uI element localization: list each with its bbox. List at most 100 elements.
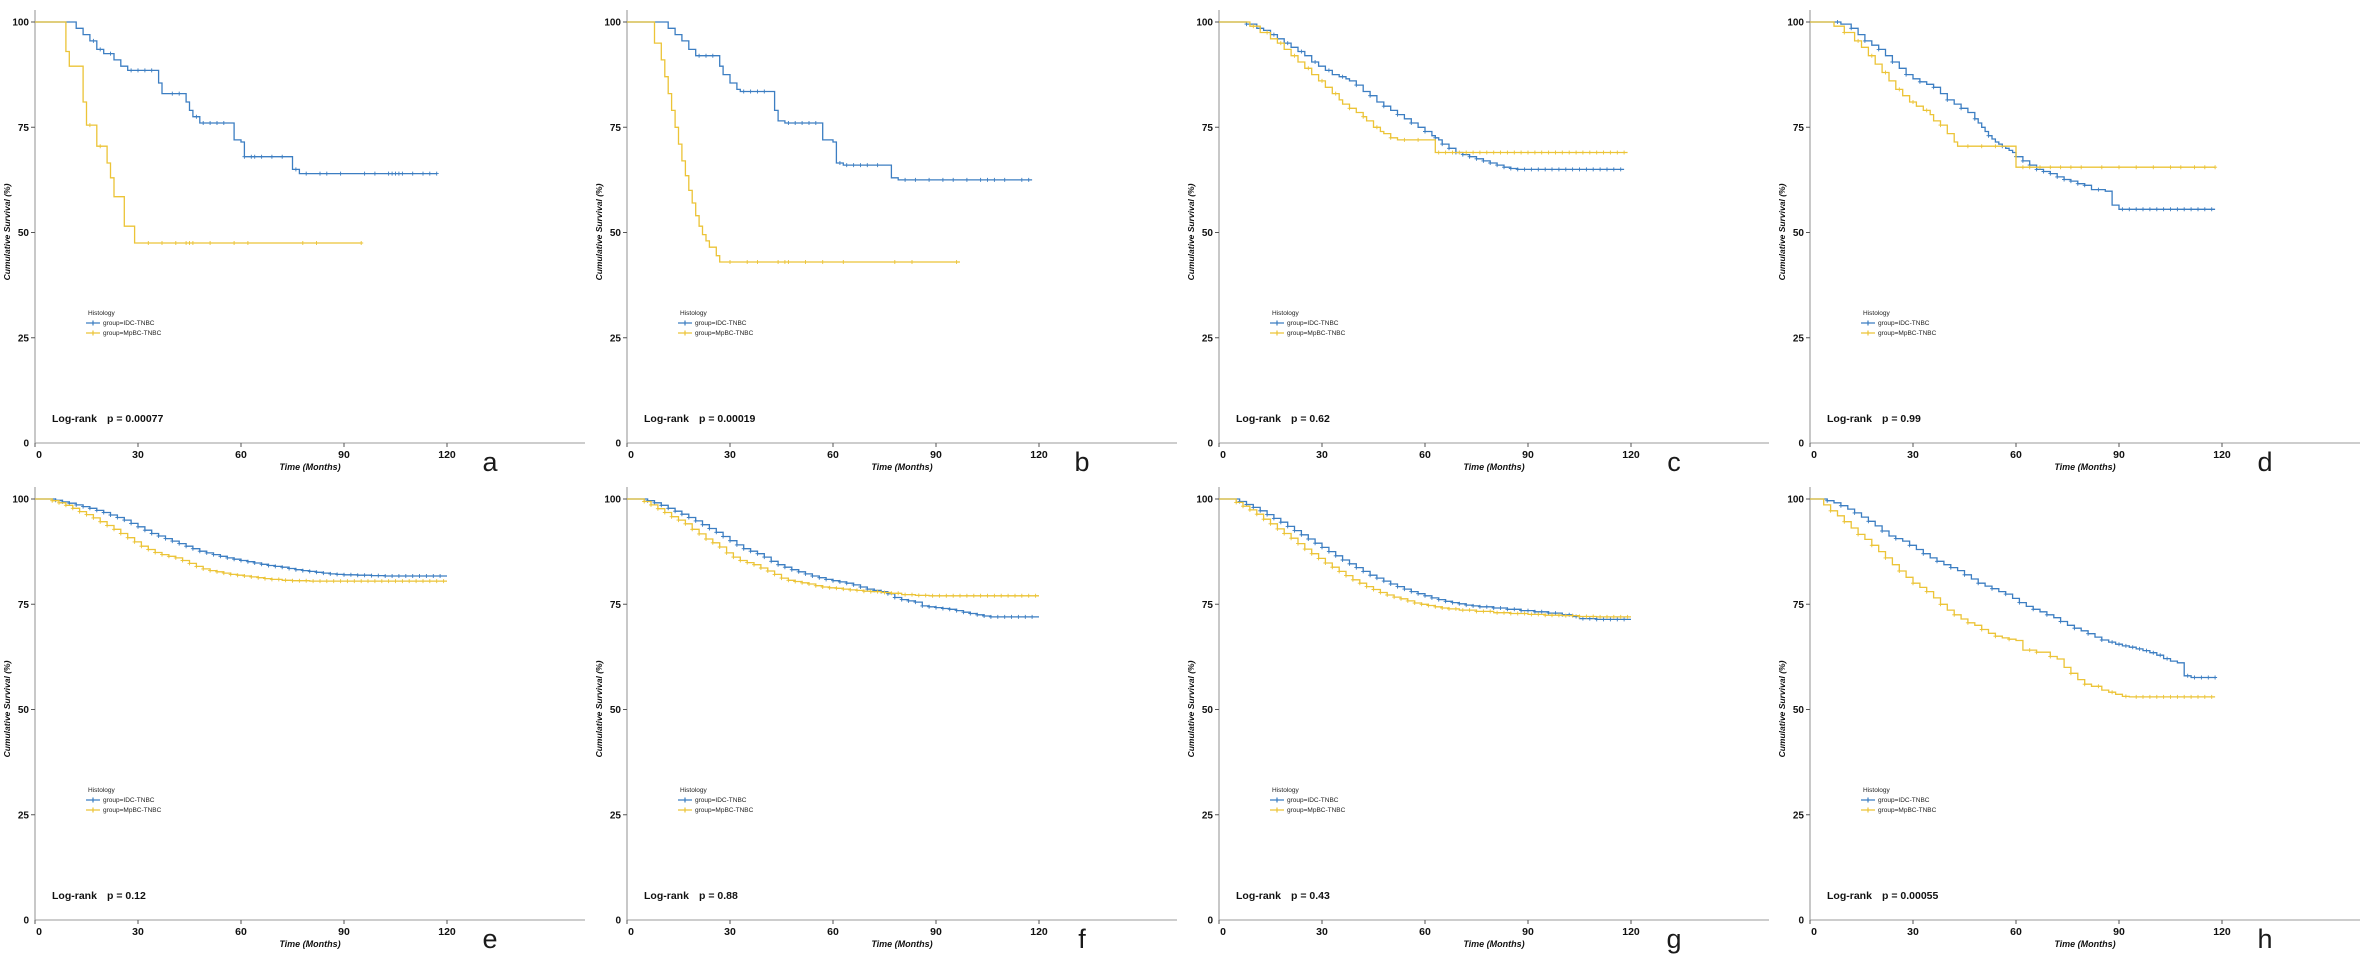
legend-entry-label: group=MpBC-TNBC [1878,330,1937,337]
y-tick-label: 25 [1201,333,1213,344]
legend-key-mpbc [1861,330,1876,336]
x-tick-label: 30 [132,926,144,938]
legend-key-mpbc [1861,807,1876,813]
km-panel-a: 0 25 50 75 100 0 30 60 90 120 Time (Months) Cumulat… [0,0,592,477]
y-tick-label: 0 [615,439,621,450]
logrank-label: Log-rank [52,890,97,902]
x-tick-label: 0 [1220,926,1226,938]
legend-title: Histology [680,787,707,794]
p-value: p = 0.62 [1291,413,1330,425]
x-tick-label: 60 [1419,449,1431,461]
x-tick-label: 60 [827,926,839,938]
mpbc-censor-marks [1233,500,1630,619]
y-tick-label: 0 [1207,916,1213,927]
mpbc-censor-marks [1842,30,2218,170]
logrank-label: Log-rank [644,890,689,902]
p-value: p = 0.00077 [107,413,163,425]
axis-lines [1217,487,1769,921]
panel-letter: c [1667,447,1681,477]
logrank-label: Log-rank [1827,890,1872,902]
x-tick-label: 90 [930,926,942,938]
legend-title: Histology [1863,310,1890,317]
y-tick-label: 75 [610,123,622,134]
y-tick-label: 100 [1788,495,1805,506]
mpbc-censor-marks [50,498,446,584]
idc-tnbc-curve [1810,21,2216,210]
legend-title: Histology [1863,787,1890,794]
y-tick-label: 100 [12,18,29,29]
legend-key-idc [86,797,100,803]
p-value: p = 0.00019 [699,413,755,425]
y-tick-label: 25 [1793,333,1805,344]
y-tick-label: 50 [1201,228,1213,239]
panel-letter: e [482,924,497,954]
idc-censor-marks [91,38,439,176]
mpbc-censor-marks [87,123,364,245]
y-tick-label: 100 [1788,18,1805,29]
y-axis-title: Cumulative Survival (%) [594,183,604,280]
y-tick-label: 100 [1196,18,1213,29]
y-axis-title: Cumulative Survival (%) [2,183,12,280]
mpbc-tnbc-curve [1810,21,2216,168]
y-tick-label: 25 [610,333,622,344]
mpbc-tnbc-curve [35,21,362,244]
y-tick-label: 25 [1793,810,1805,821]
legend-key-idc [1861,797,1876,803]
axis-lines [34,10,585,444]
x-tick-label: 30 [724,449,736,461]
y-tick-label: 0 [615,916,621,927]
x-tick-label: 0 [1220,449,1226,461]
x-tick-label: 120 [438,449,456,461]
y-tick-label: 0 [1799,916,1805,927]
x-tick-label: 120 [1622,449,1640,461]
legend-entry-label: group=MpBC-TNBC [695,807,754,814]
idc-censor-marks [1237,499,1626,622]
x-axis-title: Time (Months) [2055,462,2116,472]
mpbc-censor-marks [641,499,1038,598]
x-axis-title: Time (Months) [1463,462,1524,472]
x-tick-label: 60 [2010,449,2022,461]
y-tick-label: 25 [610,810,622,821]
y-tick-label: 0 [1799,439,1805,450]
km-plot-f: 0 25 50 75 100 0 30 60 90 120 Time (Months) Cumulat… [594,487,1177,954]
legend-key-idc [86,320,100,326]
p-value: p = 0.12 [107,890,146,902]
legend-key-mpbc [1269,330,1284,336]
y-tick-label: 100 [604,18,621,29]
legend-entry-label: group=MpBC-TNBC [695,330,754,337]
y-tick-label: 50 [610,228,622,239]
legend-title: Histology [680,310,707,317]
km-panel-d: 0 25 50 75 100 0 30 60 90 120 Time (Months) Cumulat… [1775,0,2367,477]
y-tick-label: 0 [1207,439,1213,450]
legend-entry-label: group=MpBC-TNBC [1287,807,1346,814]
x-tick-label: 60 [827,449,839,461]
x-tick-label: 60 [2010,926,2022,938]
axis-lines [626,487,1177,921]
y-tick-label: 25 [18,333,30,344]
mpbc-censor-marks [1828,508,2214,699]
p-value: p = 0.88 [699,890,738,902]
x-tick-label: 60 [235,926,247,938]
y-tick-label: 50 [1793,228,1805,239]
mpbc-tnbc-curve [1218,21,1628,154]
y-tick-label: 75 [1201,123,1213,134]
y-tick-label: 75 [1793,123,1805,134]
legend-entry-label: group=MpBC-TNBC [103,330,162,337]
x-tick-label: 90 [2113,449,2125,461]
x-tick-label: 90 [338,449,350,461]
axis-lines [1809,487,2361,921]
legend-entry-label: group=MpBC-TNBC [1287,330,1346,337]
legend-key-mpbc [86,807,100,813]
x-axis-title: Time (Months) [2055,939,2116,949]
km-panel-b: 0 25 50 75 100 0 30 60 90 120 Time (Months) Cumulat… [591,0,1184,477]
legend-key-mpbc [86,330,100,336]
y-tick-label: 75 [1793,600,1805,611]
y-tick-label: 50 [610,705,622,716]
idc-tnbc-curve [35,21,437,175]
axis-lines [1217,10,1769,444]
km-plot-d: 0 25 50 75 100 0 30 60 90 120 Time (Months) Cumulat… [1777,10,2361,477]
y-tick-label: 50 [1793,705,1805,716]
x-tick-label: 90 [1522,449,1534,461]
y-tick-label: 75 [18,600,30,611]
